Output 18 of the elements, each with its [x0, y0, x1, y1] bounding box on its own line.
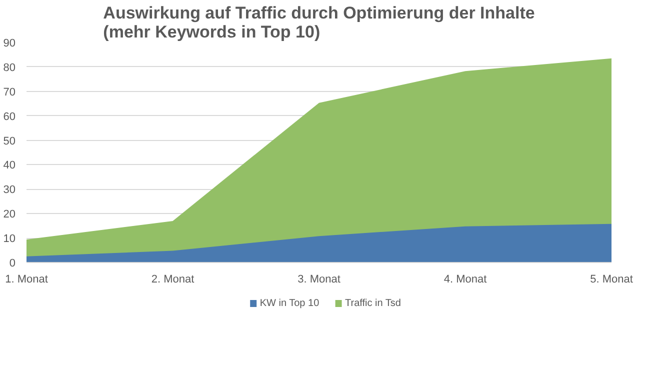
y-tick-label: 40 [3, 160, 16, 172]
y-tick-label: 70 [3, 86, 16, 98]
y-tick-label: 30 [3, 184, 16, 196]
y-tick-label: 20 [3, 208, 16, 221]
x-tick-label: 3. Monat [298, 274, 340, 286]
legend-label: Traffic in Tsd [345, 298, 401, 309]
x-tick-label: 1. Monat [5, 274, 48, 286]
y-tick-label: 90 [3, 38, 16, 50]
y-tick-label: 0 [9, 258, 16, 270]
y-tick-label: 50 [3, 135, 16, 148]
chart-title: Auswirkung auf Traffic durch Optimierung der Inhalte (mehr Keywords in Top 10) [103, 4, 535, 42]
x-tick-label: 4. Monat [444, 274, 487, 286]
y-tick-label: 80 [3, 62, 16, 74]
y-tick-label: 10 [3, 233, 16, 246]
x-tick-label: 5. Monat [590, 274, 633, 286]
legend-label: KW in Top 10 [260, 298, 320, 309]
x-tick-label: 2. Monat [151, 274, 194, 286]
y-tick-label: 60 [3, 110, 16, 123]
